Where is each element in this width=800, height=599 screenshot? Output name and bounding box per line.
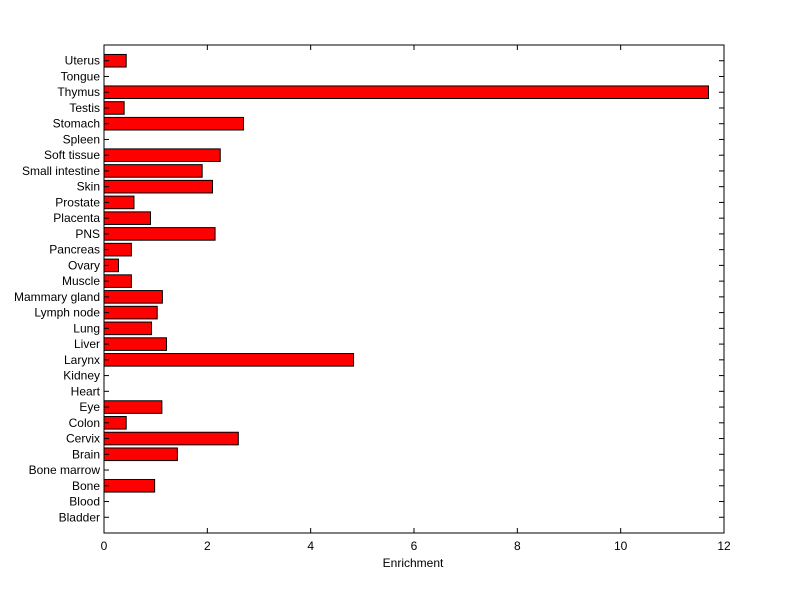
x-tick-label: 10	[614, 539, 628, 553]
y-tick-label: Cervix	[66, 432, 100, 446]
x-tick-label: 12	[717, 539, 731, 553]
y-tick-label: Soft tissue	[44, 148, 100, 162]
bar	[103, 353, 355, 367]
y-tick-label: Skin	[77, 180, 100, 194]
x-tick-label: 0	[101, 539, 108, 553]
y-tick-label: Lymph node	[34, 306, 100, 320]
bar	[103, 179, 213, 194]
x-tick-label: 2	[204, 539, 211, 553]
ticks-layer	[103, 45, 725, 533]
y-tick-label: Placenta	[53, 211, 100, 225]
bar	[103, 211, 151, 225]
y-tick-label: Bone	[72, 479, 100, 493]
y-tick-label: Pancreas	[49, 243, 100, 257]
bar	[103, 164, 203, 178]
y-tick-label: Liver	[74, 337, 100, 351]
y-tick-label: Bone marrow	[29, 463, 101, 477]
y-tick-label: PNS	[75, 227, 100, 241]
bar	[103, 321, 153, 336]
bar	[103, 227, 216, 241]
y-tick-label: Muscle	[62, 274, 100, 288]
y-tick-label: Uterus	[65, 54, 100, 68]
y-tick-label: Brain	[72, 447, 100, 461]
bar	[103, 431, 239, 446]
y-tick-label: Bladder	[59, 510, 100, 524]
y-tick-label: Heart	[71, 384, 101, 398]
bar	[103, 337, 168, 351]
bar	[103, 400, 163, 414]
y-tick-label: Colon	[69, 416, 100, 430]
y-tick-label: Lung	[73, 321, 100, 335]
y-tick-label: Small intestine	[22, 164, 100, 178]
y-tick-label: Mammary gland	[14, 290, 100, 304]
bar	[103, 290, 163, 304]
x-tick-label: 8	[514, 539, 521, 553]
y-tick-label: Prostate	[55, 195, 100, 209]
y-tick-label: Spleen	[63, 132, 100, 146]
y-tick-label: Eye	[79, 400, 100, 414]
y-tick-label: Ovary	[68, 258, 100, 272]
y-tick-label: Kidney	[63, 369, 100, 383]
y-tick-label: Testis	[69, 101, 100, 115]
bar	[103, 116, 244, 131]
x-axis-label: Enrichment	[383, 556, 444, 570]
y-tick-label: Larynx	[64, 353, 100, 367]
y-tick-label: Thymus	[57, 85, 100, 99]
bar	[103, 85, 709, 100]
x-tick-label: 4	[307, 539, 314, 553]
bar	[103, 148, 221, 162]
bar	[103, 478, 156, 493]
y-tick-label: Stomach	[53, 117, 100, 131]
bar	[103, 447, 178, 462]
y-tick-label: Tongue	[61, 69, 101, 83]
y-tick-label: Blood	[69, 495, 100, 509]
x-tick-label: 6	[411, 539, 418, 553]
bar	[103, 305, 158, 320]
